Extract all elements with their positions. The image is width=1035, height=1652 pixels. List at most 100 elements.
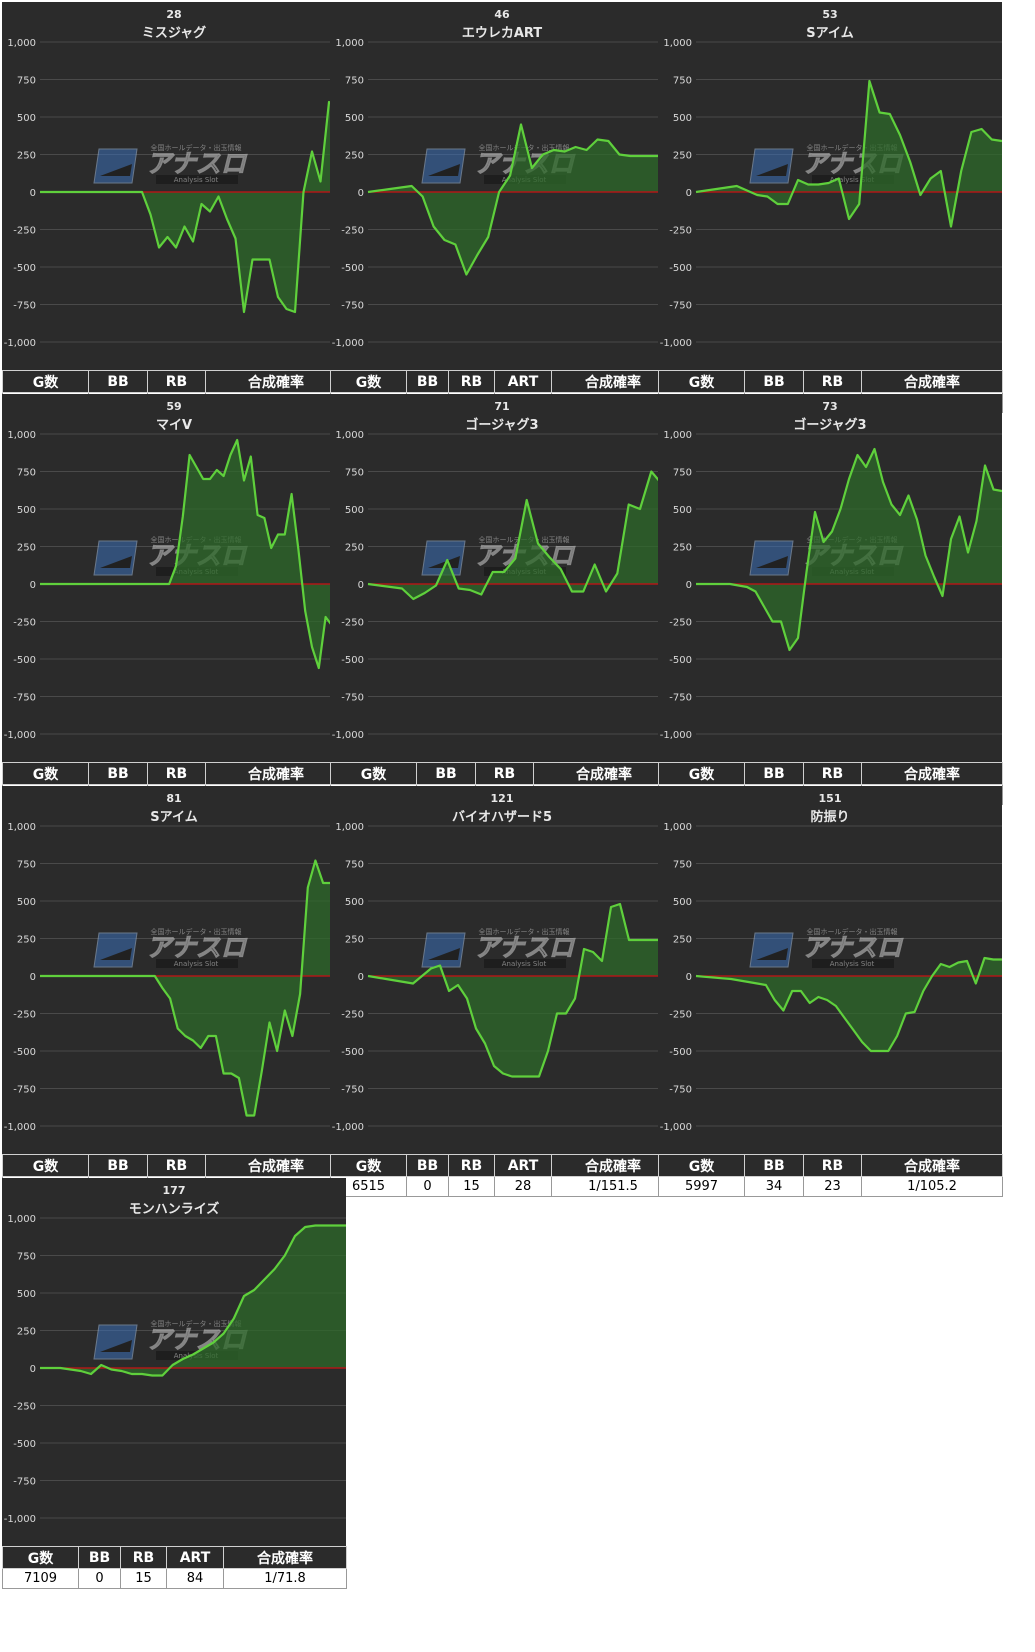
stats-value-cell: 6515 bbox=[330, 1176, 407, 1197]
stats-header-cell: RB bbox=[448, 370, 495, 393]
stats-value-cell: 5997 bbox=[658, 1176, 745, 1197]
y-tick-label: -250 bbox=[13, 1010, 36, 1021]
machine-name: バイオハザード5 bbox=[451, 810, 553, 825]
stats-header-cell: 合成確率 bbox=[551, 1154, 675, 1177]
machine-number: 59 bbox=[166, 400, 182, 413]
machine-number: 53 bbox=[822, 8, 838, 21]
y-tick-label: -750 bbox=[13, 693, 36, 704]
stats-header-cell: 合成確率 bbox=[205, 370, 347, 393]
y-tick-label: -750 bbox=[13, 1477, 36, 1488]
watermark-brand: アナスロ bbox=[146, 933, 248, 962]
y-tick-label: -250 bbox=[669, 1010, 692, 1021]
profit-chart: 1,000 750 500 250 0 -250 -500 -750 -1,000 全国ホールデー… bbox=[332, 822, 674, 1133]
stats-header-cell: 合成確率 bbox=[861, 762, 1003, 785]
y-tick-label: 750 bbox=[673, 76, 692, 87]
y-tick-label: -250 bbox=[669, 618, 692, 629]
stats-header-cell: RB bbox=[803, 762, 862, 785]
stats-header-cell: RB bbox=[803, 1154, 862, 1177]
profit-chart: 1,000 750 500 250 0 -250 -500 -750 -1,000 全国ホールデー… bbox=[660, 38, 1002, 349]
y-tick-label: 250 bbox=[17, 1327, 36, 1338]
series-line bbox=[367, 902, 674, 1078]
y-tick-label: -500 bbox=[13, 1439, 36, 1450]
profit-chart: 1,000 750 500 250 0 -250 -500 -750 -1,000 全国ホールデー… bbox=[4, 822, 346, 1133]
stats-header-cell: BB bbox=[744, 370, 804, 393]
stats-header-cell: ART bbox=[166, 1546, 224, 1569]
y-tick-label: -500 bbox=[13, 263, 36, 274]
series-line bbox=[40, 1224, 346, 1377]
y-tick-label: 500 bbox=[345, 113, 364, 124]
y-tick-label: -500 bbox=[669, 263, 692, 274]
y-tick-label: 500 bbox=[673, 505, 692, 516]
chart-panel: 1,0007505002500-250-500-750-1,000全国ホールデー… bbox=[658, 394, 1002, 762]
machine-number: 121 bbox=[490, 792, 514, 805]
stats-header-cell: G数 bbox=[2, 370, 89, 393]
y-tick-label: -1,000 bbox=[4, 730, 36, 741]
slot-card: 1,0007505002500-250-500-750-1,000全国ホールデー… bbox=[330, 394, 675, 805]
stats-value-cell: 84 bbox=[166, 1568, 224, 1589]
y-tick-label: 1,000 bbox=[7, 430, 36, 441]
y-tick-label: 1,000 bbox=[7, 1214, 36, 1225]
stats-value-cell: 28 bbox=[494, 1176, 552, 1197]
y-tick-label: 250 bbox=[345, 543, 364, 554]
stats-value-cell: 23 bbox=[803, 1176, 862, 1197]
stats-table: G数 BB RB ART 合成確率 7109 0 15 84 1/71.8 bbox=[2, 1546, 347, 1589]
chart-panel: 1,0007505002500-250-500-750-1,000全国ホールデー… bbox=[2, 394, 346, 762]
y-tick-label: 0 bbox=[30, 972, 36, 983]
stats-header-cell: BB bbox=[744, 762, 804, 785]
series-line bbox=[367, 123, 674, 276]
series-area bbox=[40, 860, 346, 1116]
stats-header-cell: 合成確率 bbox=[223, 1546, 347, 1569]
watermark-brand: アナスロ bbox=[474, 933, 576, 962]
y-tick-label: -750 bbox=[341, 301, 364, 312]
slot-card: 1,0007505002500-250-500-750-1,000全国ホールデー… bbox=[658, 394, 1003, 805]
watermark-subtitle: Analysis Slot bbox=[174, 960, 219, 968]
stats-header-cell: G数 bbox=[330, 762, 417, 785]
y-tick-label: 750 bbox=[345, 76, 364, 87]
series-line bbox=[696, 447, 1002, 652]
stats-header-cell: G数 bbox=[2, 1154, 89, 1177]
y-tick-label: -500 bbox=[341, 263, 364, 274]
series-area bbox=[40, 102, 346, 312]
stats-header-row: G数 BB RB ART 合成確率 bbox=[330, 370, 675, 393]
machine-name: ゴージャグ3 bbox=[465, 418, 539, 433]
chart-panel: 1,0007505002500-250-500-750-1,000全国ホールデー… bbox=[330, 394, 674, 762]
stats-header-cell: RB bbox=[120, 1546, 167, 1569]
machine-name: Sアイム bbox=[150, 810, 198, 825]
series-area bbox=[368, 471, 674, 599]
y-tick-label: 750 bbox=[17, 76, 36, 87]
stats-header-cell: 合成確率 bbox=[551, 370, 675, 393]
stats-header-cell: ART bbox=[494, 370, 552, 393]
y-tick-label: -1,000 bbox=[660, 1122, 692, 1133]
y-tick-label: -750 bbox=[669, 1085, 692, 1096]
stats-value-cell: 1/71.8 bbox=[223, 1568, 347, 1589]
series-area bbox=[696, 449, 1002, 650]
y-tick-label: 250 bbox=[17, 151, 36, 162]
stats-header-cell: RB bbox=[803, 370, 862, 393]
watermark-subtitle: Analysis Slot bbox=[174, 176, 219, 184]
watermark-subtitle: Analysis Slot bbox=[830, 960, 875, 968]
y-tick-label: 1,000 bbox=[335, 822, 364, 833]
y-tick-label: -750 bbox=[669, 693, 692, 704]
y-tick-label: 500 bbox=[345, 505, 364, 516]
stats-header-row: G数 BB RB ART 合成確率 bbox=[2, 1546, 347, 1569]
series-area bbox=[696, 958, 1002, 1051]
y-tick-label: 1,000 bbox=[335, 430, 364, 441]
stats-header-cell: RB bbox=[475, 762, 534, 785]
y-tick-label: 0 bbox=[686, 972, 692, 983]
machine-number: 81 bbox=[166, 792, 182, 805]
watermark-brand: アナスロ bbox=[802, 933, 904, 962]
stats-header-cell: 合成確率 bbox=[861, 1154, 1003, 1177]
stats-header-cell: BB bbox=[406, 1154, 449, 1177]
stats-value-row: 5997 34 23 1/105.2 bbox=[658, 1176, 1003, 1197]
machine-name: マイV bbox=[155, 418, 193, 433]
stats-header-row: G数 BB RB 合成確率 bbox=[658, 370, 1003, 393]
machine-number: 151 bbox=[818, 792, 842, 805]
